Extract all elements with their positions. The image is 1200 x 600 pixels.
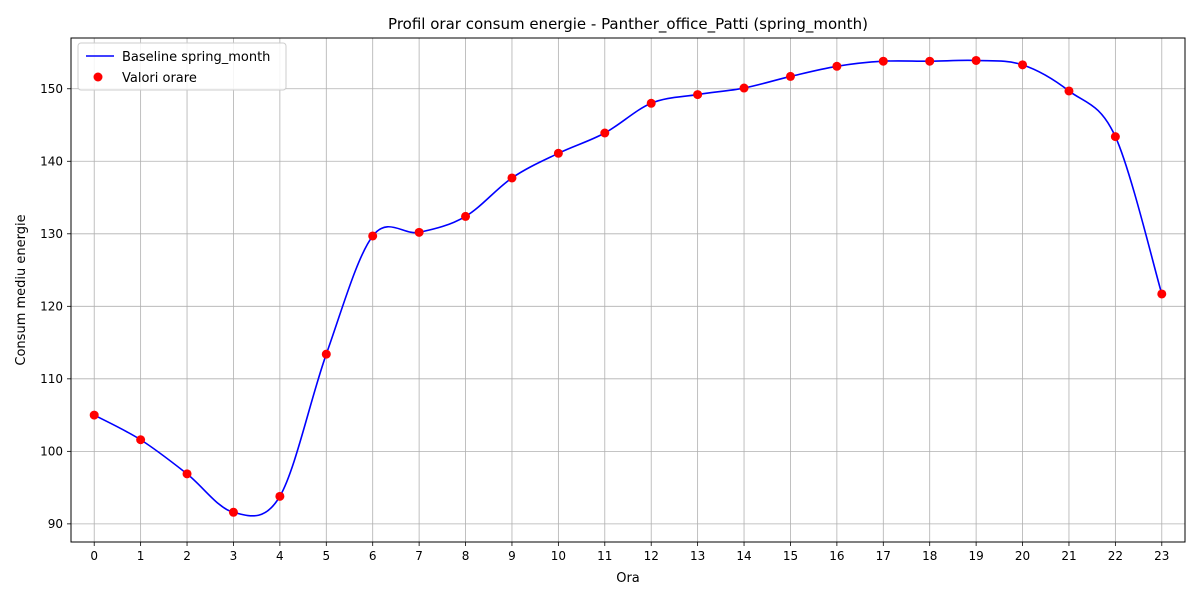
x-tick-label: 18 (922, 549, 937, 563)
y-tick-label: 120 (40, 299, 63, 313)
data-point (971, 55, 981, 65)
x-tick-label: 16 (829, 549, 844, 563)
x-tick-label: 2 (183, 549, 191, 563)
series-lines (93, 59, 1163, 517)
data-point (89, 410, 99, 420)
legend: Baseline spring_month Valori orare (77, 42, 287, 91)
data-point (1157, 289, 1167, 299)
data-point (321, 349, 331, 359)
data-point (600, 128, 610, 138)
x-tick-label: 6 (369, 549, 377, 563)
data-point (1110, 132, 1120, 142)
x-axis-ticks: 0 1 2 3 4 5 6 7 8 9 10 11 12 13 14 15 16 17 18 19 20 21 22 23 (90, 542, 1169, 563)
x-tick-label: 19 (968, 549, 983, 563)
y-tick-label: 110 (40, 372, 63, 386)
y-tick-label: 130 (40, 227, 63, 241)
data-point (461, 211, 471, 221)
data-point (739, 83, 749, 93)
data-point (182, 469, 192, 479)
data-point (785, 71, 795, 81)
x-tick-label: 15 (783, 549, 798, 563)
x-tick-label: 4 (276, 549, 284, 563)
data-point (832, 61, 842, 71)
data-point (368, 231, 378, 241)
data-point (1018, 60, 1028, 70)
data-point (228, 507, 238, 517)
x-tick-label: 10 (551, 549, 566, 563)
data-point (136, 435, 146, 445)
legend-point-swatch (93, 72, 103, 82)
x-tick-label: 17 (876, 549, 891, 563)
y-tick-label: 150 (40, 82, 63, 96)
y-axis-label: Consum mediu energie (14, 214, 29, 365)
legend-box (77, 42, 287, 91)
x-tick-label: 0 (90, 549, 98, 563)
data-point (925, 56, 935, 66)
x-tick-label: 13 (690, 549, 705, 563)
data-point (507, 173, 517, 183)
x-tick-label: 8 (462, 549, 470, 563)
y-tick-label: 140 (40, 154, 63, 168)
x-axis-label: Ora (616, 571, 640, 586)
data-point (1064, 86, 1074, 96)
x-tick-label: 14 (736, 549, 751, 563)
data-point (646, 98, 656, 108)
x-tick-label: 5 (322, 549, 330, 563)
x-tick-label: 11 (597, 549, 612, 563)
x-tick-label: 3 (230, 549, 238, 563)
x-tick-label: 21 (1061, 549, 1076, 563)
data-point (275, 491, 285, 501)
x-tick-label: 1 (137, 549, 145, 563)
x-tick-label: 7 (415, 549, 423, 563)
data-point (878, 56, 888, 66)
chart-title: Profil orar consum energie - Panther_off… (388, 15, 868, 34)
data-point (414, 227, 424, 237)
data-point (693, 90, 703, 100)
x-tick-label: 22 (1108, 549, 1123, 563)
x-tick-label: 20 (1015, 549, 1030, 563)
x-tick-label: 9 (508, 549, 516, 563)
data-point (553, 148, 563, 158)
y-tick-label: 90 (48, 517, 63, 531)
y-tick-label: 100 (40, 444, 63, 458)
grid (71, 38, 1185, 542)
x-tick-label: 12 (644, 549, 659, 563)
legend-label-points: Valori orare (122, 71, 197, 86)
plot-area-frame (70, 37, 1186, 543)
series-line-baseline (93, 59, 1163, 517)
x-tick-label: 23 (1154, 549, 1169, 563)
y-axis-ticks: 90 100 110 120 130 140 150 (40, 82, 71, 531)
series-points (89, 55, 1167, 517)
legend-label-line: Baseline spring_month (122, 50, 270, 65)
